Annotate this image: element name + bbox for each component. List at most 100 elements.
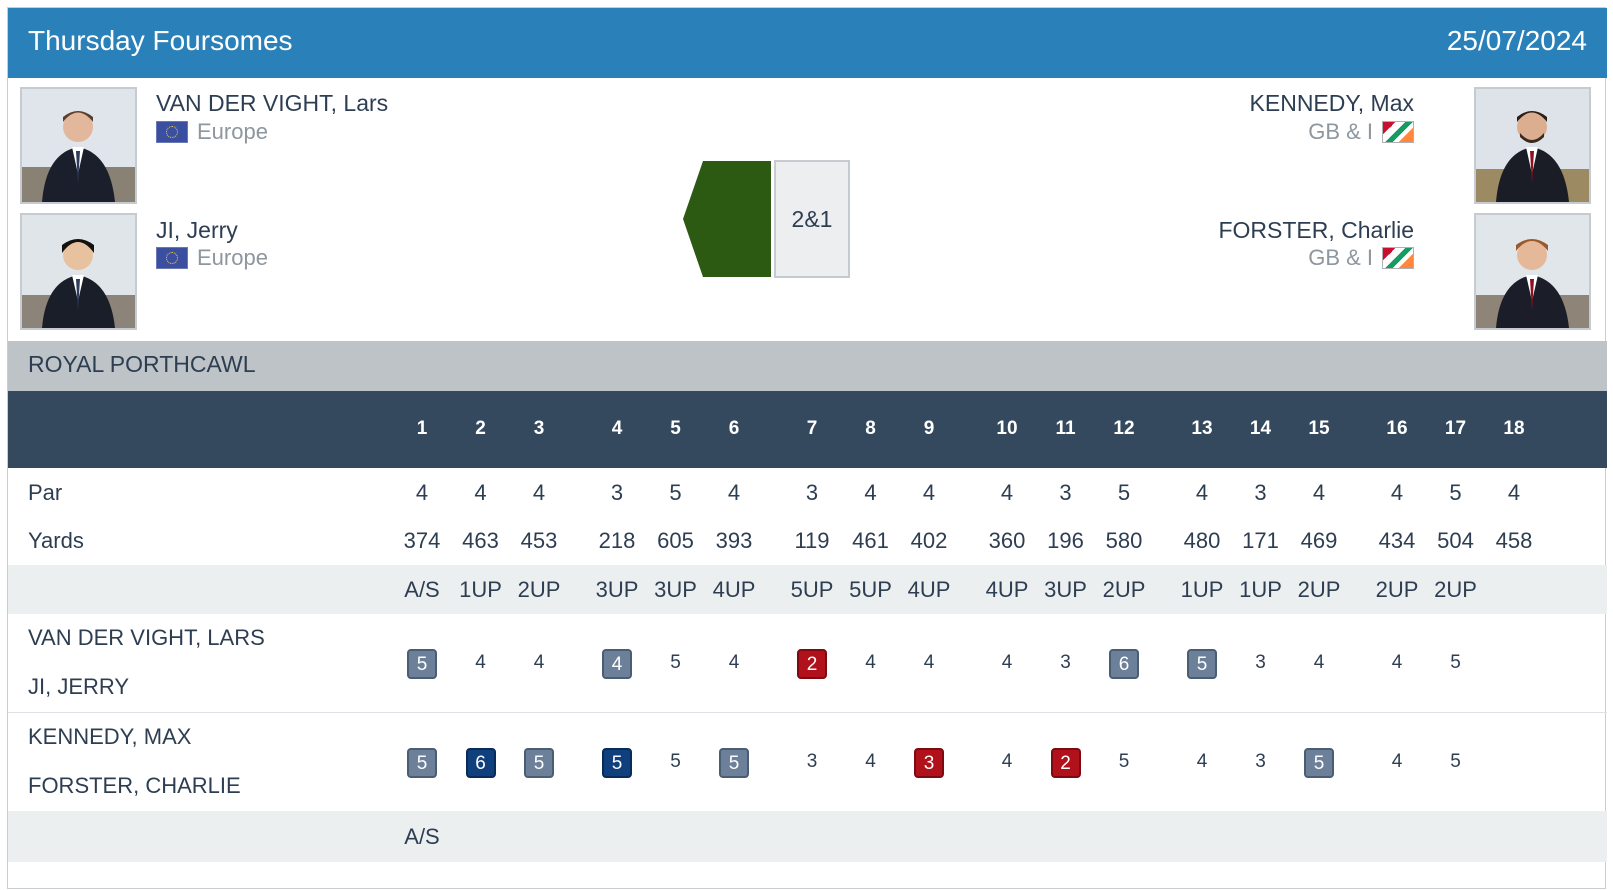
hole-number-3: 3 [533, 418, 545, 439]
player-name-left-2[interactable]: JI, Jerry [156, 217, 238, 243]
par-hole-10: 4 [1000, 480, 1014, 505]
team-left-score-hole-4: 4 [602, 649, 632, 679]
player-team-right-2: GB & I [1308, 245, 1373, 270]
yards-hole-6: 393 [715, 528, 753, 553]
player-team-left-1: Europe [197, 119, 268, 144]
par-hole-3: 4 [532, 480, 546, 505]
team-right-player-1: KENNEDY, MAX [28, 724, 192, 749]
team-right-score-hole-11: 2 [1050, 748, 1081, 778]
team-right-score-hole-12: 5 [1118, 751, 1130, 772]
team-left-score-hole-12: 6 [1109, 649, 1139, 679]
par-hole-18: 4 [1507, 480, 1521, 505]
status-hole-13: 1UP [1180, 577, 1224, 602]
yards-hole-7: 119 [794, 528, 830, 553]
yards-hole-3: 453 [520, 528, 558, 553]
hole-number-18: 18 [1503, 418, 1525, 439]
par-hole-15: 4 [1312, 480, 1326, 505]
hole-number-8: 8 [865, 418, 876, 439]
par-hole-1: 4 [415, 480, 429, 505]
par-hole-7: 3 [805, 480, 819, 505]
team-right-score-hole-16: 4 [1391, 751, 1403, 772]
yards-row: Yards 374 463 453 218 605 393 119 461 402 360 196 5… [8, 516, 1607, 565]
par-row: Par 4 4 4 3 5 4 3 4 4 4 3 5 4 3 4 4 5 4 [8, 468, 1607, 516]
player-name-right-1[interactable]: KENNEDY, Max [1249, 90, 1414, 116]
status-hole-11: 3UP [1044, 577, 1087, 602]
par-hole-6: 4 [727, 480, 741, 505]
player-photo-forster[interactable] [1474, 213, 1591, 330]
team-left-score-row: VAN DER VIGHT, LARS JI, JERRY 5 4 4 4 5 4 2 4 4 4… [8, 614, 1607, 712]
eu-flag-icon [156, 121, 188, 143]
par-hole-5: 5 [669, 480, 682, 505]
status-hole-9: 4UP [907, 577, 951, 602]
yards-hole-10: 360 [988, 528, 1026, 553]
status-hole-16: 2UP [1375, 577, 1419, 602]
team-right-player-2: FORSTER, CHARLIE [28, 773, 241, 798]
team-right-score-hole-7: 3 [806, 751, 818, 772]
hole-number-header: 1 2 3 4 5 6 7 8 9 10 11 12 13 14 15 16 17 18 [8, 391, 1607, 468]
course-name: ROYAL PORTHCAWL [28, 351, 256, 377]
player-team-right-1: GB & I [1308, 119, 1373, 144]
par-hole-16: 4 [1390, 480, 1404, 505]
row-divider [8, 712, 1607, 713]
par-hole-11: 3 [1059, 480, 1072, 505]
hole-number-17: 17 [1444, 418, 1467, 439]
eu-flag-icon [156, 247, 188, 269]
team-left-score-hole-3: 4 [533, 652, 545, 673]
hole-number-14: 14 [1249, 418, 1272, 439]
status-hole-5: 3UP [654, 577, 697, 602]
status-hole-6: 4UP [712, 577, 756, 602]
hole-number-10: 10 [996, 418, 1018, 439]
status-hole-3: 2UP [517, 577, 561, 602]
par-hole-8: 4 [864, 480, 877, 505]
team-right-score-hole-2: 6 [465, 748, 496, 778]
team-right-score-hole-1: 5 [407, 748, 437, 778]
team-right-score-hole-5: 5 [670, 751, 681, 772]
final-status-hole-1: A/S [404, 824, 440, 849]
team-left-score-hole-13: 5 [1187, 649, 1217, 679]
player-name-right-2[interactable]: FORSTER, Charlie [1218, 217, 1414, 243]
match-card: Thursday Foursomes 25/07/2024 VAN DER VI… [7, 7, 1607, 889]
player-team-left-2: Europe [197, 245, 268, 270]
yards-hole-15: 469 [1300, 528, 1338, 553]
par-hole-9: 4 [922, 480, 936, 505]
status-hole-8: 5UP [849, 577, 892, 602]
status-hole-7: 5UP [790, 577, 834, 602]
team-left-score-hole-8: 4 [865, 652, 876, 673]
hole-number-15: 15 [1308, 418, 1330, 439]
status-hole-14: 1UP [1239, 577, 1282, 602]
team-left-score-hole-2: 4 [475, 652, 486, 673]
yards-hole-13: 480 [1183, 528, 1221, 553]
hole-number-6: 6 [728, 418, 740, 439]
status-hole-2: 1UP [459, 577, 502, 602]
hole-number-16: 16 [1386, 418, 1408, 439]
yards-hole-5: 605 [657, 528, 694, 553]
team-right-score-hole-4: 5 [602, 748, 632, 778]
player-photo-kennedy[interactable] [1474, 87, 1591, 204]
player-name-left-1[interactable]: VAN DER VIGHT, Lars [156, 90, 389, 116]
team-left-score-hole-11: 3 [1060, 652, 1071, 673]
team-right-score-hole-9: 3 [914, 748, 944, 778]
status-hole-1: A/S [404, 577, 440, 602]
hole-number-13: 13 [1191, 418, 1213, 439]
yards-hole-17: 504 [1437, 528, 1474, 553]
team-right-score-hole-14: 3 [1255, 751, 1266, 772]
team-right-score-hole-10: 4 [1001, 751, 1013, 772]
team-left-score-hole-14: 3 [1255, 652, 1266, 673]
hole-number-9: 9 [923, 418, 935, 439]
player-photo-van-der-vight[interactable] [20, 87, 137, 204]
team-right-score-hole-13: 4 [1196, 751, 1208, 772]
team-left-score-hole-1: 5 [407, 649, 437, 679]
gbi-flag-icon [1382, 247, 1414, 269]
match-winner-indicator [683, 161, 771, 277]
team-left-player-1: VAN DER VIGHT, LARS [28, 625, 265, 650]
par-hole-14: 3 [1254, 480, 1267, 505]
team-right-score-hole-3: 5 [524, 748, 554, 778]
team-left-player-2: JI, JERRY [28, 674, 130, 699]
match-result-text: 2&1 [791, 205, 833, 232]
hole-number-1: 1 [416, 418, 428, 439]
hole-number-5: 5 [670, 418, 681, 439]
hole-number-12: 12 [1113, 418, 1135, 439]
hole-number-11: 11 [1055, 418, 1076, 439]
player-photo-ji[interactable] [20, 213, 137, 330]
